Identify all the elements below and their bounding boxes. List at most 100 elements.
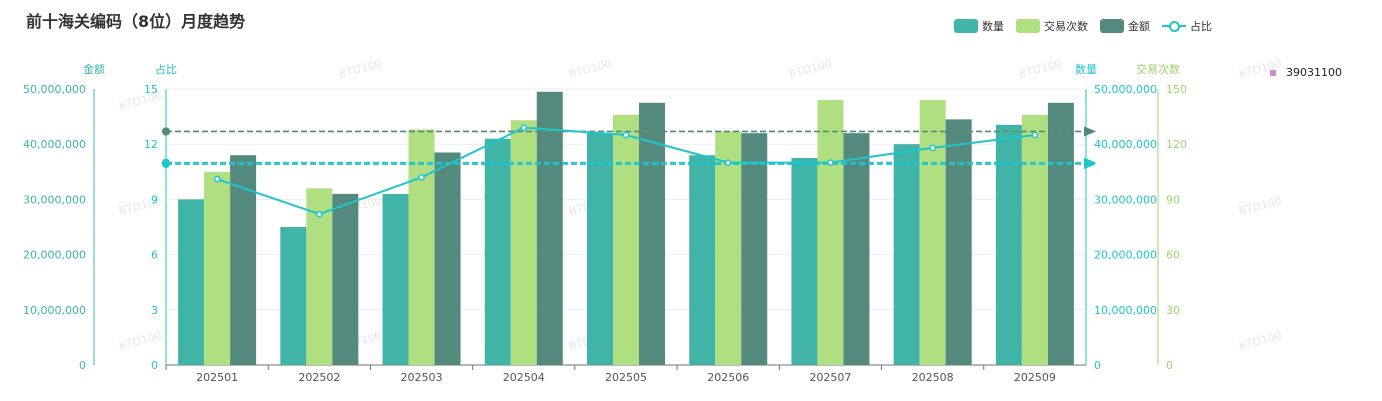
bar-transactions: [817, 100, 844, 365]
y-tick-label-share: 3: [151, 304, 158, 317]
side-legend-square-icon: [1270, 69, 1276, 76]
watermark-text: BTD100: [117, 329, 163, 353]
bar-transactions: [1021, 114, 1048, 365]
bar-quantity: [382, 193, 409, 365]
chart-legend: 数量 交易次数 金额 占比: [954, 18, 1224, 34]
line-point-share: [315, 210, 323, 218]
y-tick-label-share: 0: [151, 359, 158, 372]
legend-line-share-icon: [1162, 19, 1186, 33]
bar-amount: [843, 133, 870, 365]
bar-transactions: [613, 114, 639, 365]
bar-transactions: [204, 171, 231, 365]
y-tick-label-quantity: 40,000,000: [1094, 138, 1157, 151]
y-tick-label-amount: 40,000,000: [23, 138, 86, 151]
x-tick-label: 202506: [707, 371, 749, 384]
line-point-share: [520, 124, 528, 131]
bar-quantity: [280, 227, 307, 365]
watermark-text: BTD100: [787, 57, 833, 81]
bar-amount: [434, 152, 461, 365]
markline-arrow-amount: [1084, 126, 1096, 137]
y-tick-label-amount: 0: [79, 359, 86, 372]
line-point-share: [724, 159, 732, 166]
x-tick-label: 202504: [503, 371, 545, 384]
bar-amount: [639, 102, 665, 366]
x-tick-label: 202507: [809, 371, 851, 384]
watermark-text: BTD100: [1237, 194, 1283, 218]
line-point-share: [1031, 131, 1039, 139]
bar-amount: [945, 119, 972, 365]
markline-start-amount: [162, 127, 170, 136]
legend-swatch-quantity: [954, 19, 978, 33]
legend-label-transactions: 交易次数: [1044, 20, 1088, 33]
legend-item-transactions[interactable]: 交易次数: [1016, 18, 1088, 34]
y-tick-label-share: 15: [144, 83, 158, 96]
y-tick-label-transactions: 30: [1166, 304, 1180, 317]
bar-quantity: [893, 144, 920, 365]
x-tick-label: 202509: [1014, 371, 1056, 384]
legend-label-share: 占比: [1190, 20, 1212, 33]
y-tick-label-share: 12: [144, 138, 158, 151]
bar-quantity: [995, 124, 1022, 365]
y-tick-label-transactions: 120: [1166, 138, 1187, 151]
bar-quantity: [689, 155, 716, 365]
y-tick-label-quantity: 20,000,000: [1094, 249, 1157, 262]
y-tick-label-quantity: 30,000,000: [1094, 193, 1157, 206]
watermark-text: BTD100: [337, 57, 383, 81]
side-legend-item[interactable]: 39031100: [1270, 66, 1342, 79]
bar-quantity: [484, 138, 511, 365]
y-axis-title-amount: 金额: [83, 62, 105, 76]
watermark-text: BTD100: [1017, 57, 1063, 81]
y-tick-label-transactions: 90: [1166, 193, 1180, 206]
legend-item-quantity[interactable]: 数量: [954, 18, 1004, 34]
markline-arrow-share: [1084, 157, 1096, 168]
bar-amount: [741, 133, 768, 365]
bar-quantity: [791, 158, 818, 365]
line-point-share: [827, 159, 834, 166]
watermark-text: BTD100: [1237, 57, 1283, 81]
y-tick-label-transactions: 150: [1166, 83, 1187, 96]
bar-transactions: [510, 120, 537, 365]
y-tick-label-amount: 10,000,000: [23, 304, 86, 317]
x-tick-label: 202508: [912, 371, 954, 384]
y-tick-label-transactions: 0: [1166, 359, 1173, 372]
chart-title: 前十海关编码（8位）月度趋势: [26, 12, 246, 31]
legend-item-share[interactable]: 占比: [1162, 18, 1212, 34]
line-point-share: [929, 144, 937, 152]
legend-item-amount[interactable]: 金额: [1100, 18, 1150, 34]
bar-quantity: [178, 199, 205, 365]
bar-transactions: [408, 129, 435, 365]
x-tick-label: 202501: [196, 371, 238, 384]
side-legend-label: 39031100: [1286, 66, 1342, 79]
y-tick-label-share: 9: [151, 193, 158, 206]
bar-quantity: [587, 133, 613, 365]
bar-amount: [230, 155, 257, 365]
line-point-share: [213, 175, 221, 183]
watermark-text: BTD100: [567, 57, 613, 81]
y-tick-label-quantity: 10,000,000: [1094, 304, 1157, 317]
y-tick-label-quantity: 0: [1094, 359, 1101, 372]
legend-label-quantity: 数量: [982, 20, 1004, 33]
x-tick-label: 202505: [605, 371, 647, 384]
bar-transactions: [306, 188, 333, 365]
legend-label-amount: 金额: [1128, 20, 1150, 33]
y-tick-label-amount: 20,000,000: [23, 249, 86, 262]
bar-transactions: [715, 131, 742, 365]
legend-swatch-amount: [1100, 19, 1124, 33]
markline-start-share: [162, 158, 170, 167]
y-tick-label-amount: 30,000,000: [23, 193, 86, 206]
line-point-share: [622, 131, 630, 139]
y-tick-label-amount: 50,000,000: [23, 83, 86, 96]
y-tick-label-transactions: 60: [1166, 249, 1180, 262]
legend-swatch-transactions: [1016, 19, 1040, 33]
bar-transactions: [919, 100, 946, 365]
line-point-share: [418, 173, 425, 181]
bar-amount: [536, 91, 563, 365]
x-tick-label: 202502: [298, 371, 340, 384]
y-tick-label-share: 6: [151, 249, 158, 262]
y-axis-title-transactions: 交易次数: [1136, 62, 1180, 76]
bar-amount: [1047, 102, 1074, 366]
watermark-text: BTD100: [1237, 329, 1283, 353]
y-axis-title-share: 占比: [155, 62, 177, 76]
